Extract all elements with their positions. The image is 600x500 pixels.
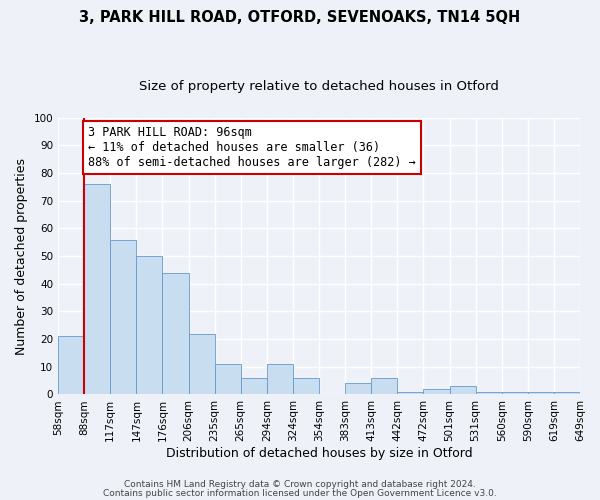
Bar: [345, 384, 371, 394]
Bar: [554, 392, 580, 394]
Text: 3, PARK HILL ROAD, OTFORD, SEVENOAKS, TN14 5QH: 3, PARK HILL ROAD, OTFORD, SEVENOAKS, TN…: [79, 10, 521, 25]
Bar: [241, 378, 267, 394]
Bar: [163, 272, 188, 394]
Bar: [424, 389, 449, 394]
Bar: [476, 392, 502, 394]
Title: Size of property relative to detached houses in Otford: Size of property relative to detached ho…: [139, 80, 499, 93]
Y-axis label: Number of detached properties: Number of detached properties: [15, 158, 28, 354]
Bar: [58, 336, 84, 394]
Bar: [371, 378, 397, 394]
Bar: [449, 386, 476, 394]
Bar: [110, 240, 136, 394]
Bar: [293, 378, 319, 394]
Bar: [397, 392, 424, 394]
Bar: [84, 184, 110, 394]
Bar: [528, 392, 554, 394]
Bar: [502, 392, 528, 394]
Text: Contains HM Land Registry data © Crown copyright and database right 2024.: Contains HM Land Registry data © Crown c…: [124, 480, 476, 489]
Bar: [215, 364, 241, 394]
Bar: [188, 334, 215, 394]
Bar: [267, 364, 293, 394]
X-axis label: Distribution of detached houses by size in Otford: Distribution of detached houses by size …: [166, 447, 472, 460]
Text: Contains public sector information licensed under the Open Government Licence v3: Contains public sector information licen…: [103, 490, 497, 498]
Bar: [136, 256, 163, 394]
Text: 3 PARK HILL ROAD: 96sqm
← 11% of detached houses are smaller (36)
88% of semi-de: 3 PARK HILL ROAD: 96sqm ← 11% of detache…: [88, 126, 416, 169]
